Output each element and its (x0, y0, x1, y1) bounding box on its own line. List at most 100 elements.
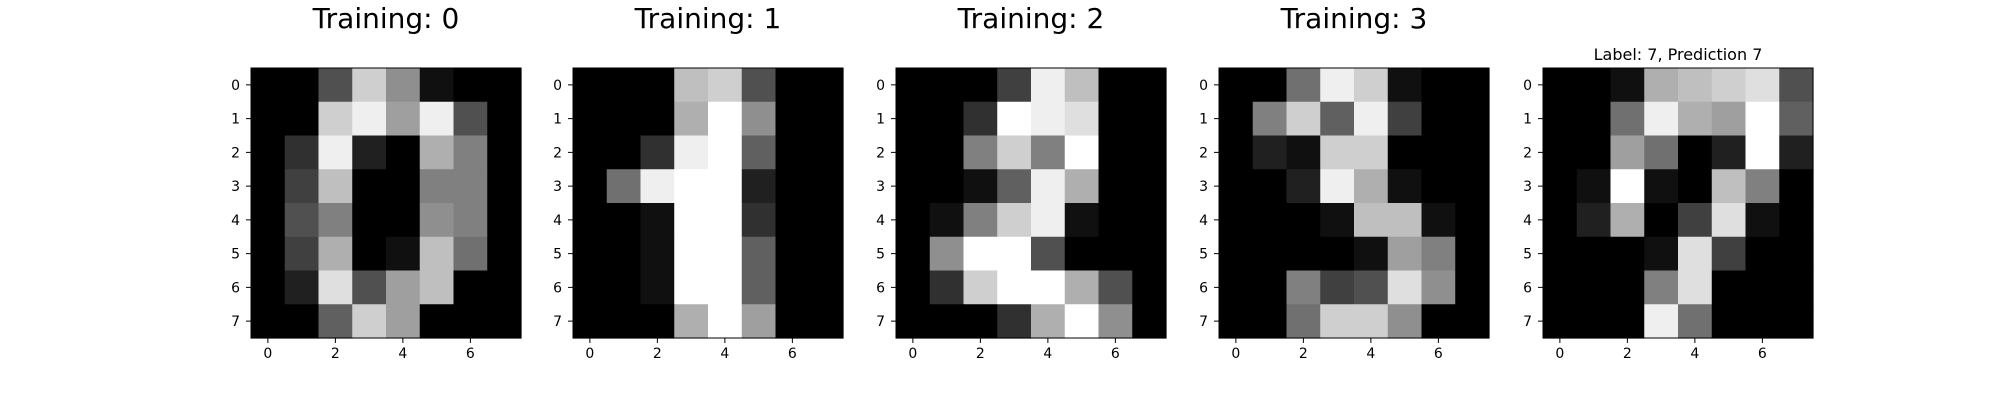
pixel-cell (1779, 203, 1814, 238)
pixel-cell (1098, 304, 1133, 339)
pixel-cell (640, 101, 675, 137)
pixel-cell (1779, 270, 1814, 305)
panel-title: Training: 3 (1280, 2, 1428, 35)
pixel-cell (1387, 304, 1423, 339)
pixel-cell (1064, 203, 1100, 238)
pixel-cell (741, 101, 777, 137)
pixel-cell (708, 203, 743, 238)
y-tick-label: 5 (231, 247, 240, 263)
pixel-cell (1064, 101, 1100, 137)
pixel-cell (386, 68, 421, 103)
pixel-cell (809, 304, 844, 339)
pixel-cell (419, 236, 455, 272)
pixel-cell (896, 236, 931, 272)
pixel-cell (896, 101, 931, 137)
pixel-cell (1576, 135, 1612, 170)
pixel-cell (1610, 68, 1645, 103)
pixel-cell (1455, 270, 1490, 305)
y-tick-label: 7 (876, 314, 885, 330)
pixel-cell (741, 203, 777, 238)
x-tick-label: 2 (653, 346, 662, 362)
pixel-cell (963, 203, 998, 238)
pixel-cell (963, 270, 998, 305)
pixel-cell (741, 169, 777, 204)
y-tick-label: 1 (1523, 112, 1532, 128)
pixel-cell (1745, 68, 1780, 103)
pixel-cell (1576, 169, 1612, 204)
pixel-cell (896, 203, 931, 238)
pixel-cell (352, 169, 387, 204)
pixel-cell (1610, 135, 1645, 170)
y-tick-label: 3 (876, 179, 885, 195)
x-tick-label: 6 (1434, 346, 1443, 362)
pixel-cell (1576, 304, 1612, 339)
pixel-cell (1387, 135, 1423, 170)
pixel-cell (708, 304, 743, 339)
y-tick-label: 2 (1199, 145, 1208, 161)
pixel-cell (674, 101, 709, 137)
pixel-cell (1779, 68, 1814, 103)
pixel-cell (1132, 68, 1167, 103)
axes-frame (1218, 67, 1490, 339)
pixel-cell (1576, 236, 1612, 272)
pixel-cell (1132, 101, 1167, 137)
y-tick-label: 0 (1523, 78, 1532, 94)
y-tick-label: 7 (231, 314, 240, 330)
pixel-cell (419, 203, 455, 238)
pixel-cell (1779, 135, 1814, 170)
pixel-cell (674, 135, 709, 170)
pixel-cell (741, 135, 777, 170)
pixel-cell (1320, 169, 1355, 204)
pixel-cell (386, 304, 421, 339)
pixel-cell (1064, 135, 1100, 170)
pixel-cell (352, 236, 387, 272)
pixel-cell (1031, 135, 1066, 170)
y-tick-label: 1 (553, 112, 562, 128)
pixel-cell (1387, 169, 1423, 204)
pixel-cell (708, 101, 743, 137)
y-tick-label: 7 (1199, 314, 1208, 330)
pixel-cell (640, 68, 675, 103)
pixel-cell (318, 270, 353, 305)
axes-frame (895, 67, 1167, 339)
y-tick-label: 4 (876, 213, 885, 229)
pixel-cell (1779, 101, 1814, 137)
x-tick-label: 4 (398, 346, 407, 362)
pixel-cell (606, 135, 642, 170)
pixel-cell (775, 169, 810, 204)
axes-frame (572, 67, 844, 339)
y-tick-label: 5 (1523, 247, 1532, 263)
pixel-cell (809, 169, 844, 204)
pixel-cell (1354, 135, 1389, 170)
pixel-cell (1354, 236, 1389, 272)
pixel-cell (573, 169, 608, 204)
pixel-cell (896, 135, 931, 170)
axes-frame (250, 67, 522, 339)
x-tick-label: 6 (1111, 346, 1120, 362)
pixel-cell (674, 270, 709, 305)
y-tick-label: 5 (1199, 247, 1208, 263)
panel-title: Training: 0 (312, 2, 460, 35)
pixel-cell (997, 169, 1032, 204)
pixel-cell (741, 304, 777, 339)
pixel-cell (1678, 270, 1713, 305)
pixel-cell (963, 101, 998, 137)
pixel-cell (963, 169, 998, 204)
pixel-cell (1610, 203, 1645, 238)
pixel-cell (487, 236, 522, 272)
y-tick-label: 4 (231, 213, 240, 229)
y-tick-label: 6 (553, 280, 562, 296)
pixel-cell (963, 135, 998, 170)
pixel-cell (1320, 304, 1355, 339)
pixel-cell (963, 304, 998, 339)
pixel-cell (775, 270, 810, 305)
pixel-cell (1320, 101, 1355, 137)
pixel-cell (453, 169, 488, 204)
pixel-cell (1421, 236, 1456, 272)
y-tick-label: 5 (553, 247, 562, 263)
pixel-cell (284, 203, 320, 238)
pixel-cell (606, 169, 642, 204)
pixel-cell (1320, 203, 1355, 238)
pixel-cell (1132, 236, 1167, 272)
pixel-cell (1576, 101, 1612, 137)
